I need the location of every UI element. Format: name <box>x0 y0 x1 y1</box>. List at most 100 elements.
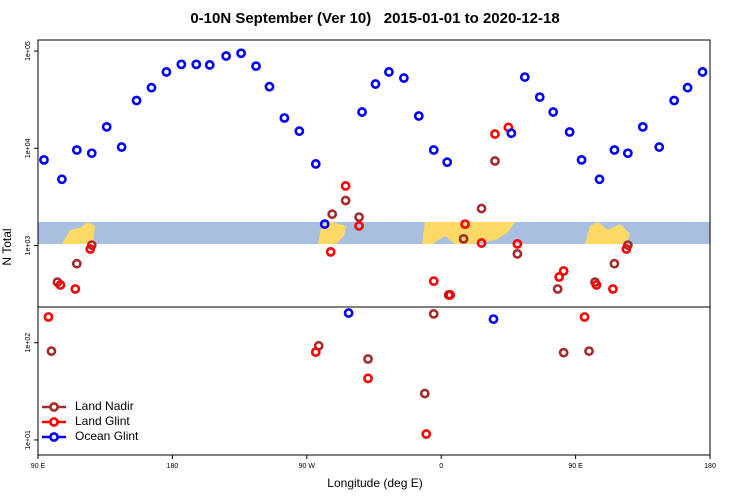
point <box>476 238 487 248</box>
legend-marker <box>49 402 59 412</box>
point <box>428 308 439 319</box>
legend-marker <box>49 432 59 442</box>
point <box>370 79 381 89</box>
point <box>445 290 456 300</box>
point <box>622 148 633 159</box>
legend-label: Land Nadir <box>75 399 134 413</box>
point <box>354 212 364 222</box>
point <box>428 276 439 287</box>
point <box>421 429 432 439</box>
point <box>591 280 602 290</box>
point <box>609 145 620 155</box>
point <box>398 73 409 83</box>
x-tick-label: 90 W <box>299 463 316 470</box>
point <box>354 221 364 231</box>
point <box>191 59 202 70</box>
point <box>512 238 523 249</box>
plot-frame <box>37 39 711 456</box>
point <box>343 308 354 318</box>
point <box>519 72 530 82</box>
point <box>506 128 517 139</box>
point <box>609 258 620 269</box>
point <box>621 244 632 254</box>
point <box>554 272 565 282</box>
point <box>71 258 82 269</box>
map-strip <box>38 222 710 244</box>
x-tick-label: 180 <box>704 463 716 470</box>
point <box>131 95 142 106</box>
point <box>116 142 127 152</box>
point <box>669 95 680 106</box>
point <box>327 209 338 220</box>
point <box>279 113 290 123</box>
point <box>564 127 575 137</box>
point <box>558 347 569 358</box>
legend-label: Ocean Glint <box>75 429 139 443</box>
point <box>697 67 708 77</box>
point <box>310 159 321 169</box>
point <box>146 82 157 93</box>
point <box>682 82 693 93</box>
y-tick-label: 1e+05 <box>25 41 32 61</box>
y-tick-label: 1e+02 <box>25 333 32 353</box>
point <box>221 51 232 61</box>
point <box>476 203 487 214</box>
point <box>552 284 563 294</box>
x-tick-label: 0 <box>439 463 443 470</box>
point <box>357 107 367 117</box>
legend-label: Land Glint <box>75 414 130 428</box>
legend-marker <box>49 417 59 427</box>
point <box>70 284 81 294</box>
point <box>294 126 305 137</box>
x-tick-label: 180 <box>167 463 179 470</box>
point <box>340 181 351 191</box>
point <box>325 246 336 257</box>
point <box>319 219 330 230</box>
point <box>176 59 187 70</box>
point <box>236 48 246 59</box>
y-axis-label: N Total <box>0 228 14 265</box>
point <box>384 67 394 77</box>
point <box>204 60 215 70</box>
point <box>310 347 321 358</box>
point <box>363 373 373 384</box>
point <box>637 121 648 132</box>
point <box>43 312 54 322</box>
point <box>55 280 66 290</box>
point <box>46 346 57 357</box>
point <box>460 219 470 230</box>
point <box>56 174 67 185</box>
point <box>548 107 559 117</box>
point <box>576 154 587 165</box>
point <box>363 354 373 364</box>
point <box>654 142 665 152</box>
point <box>490 129 500 139</box>
chart-title: 0-10N September (Ver 10) 2015-01-01 to 2… <box>190 10 559 27</box>
point <box>428 145 439 155</box>
y-tick-label: 1e+01 <box>25 430 32 450</box>
point <box>488 314 499 324</box>
point <box>71 145 82 155</box>
point <box>579 312 590 322</box>
point <box>442 157 453 168</box>
point <box>161 67 172 77</box>
point <box>594 174 605 185</box>
point <box>101 121 112 132</box>
point <box>458 233 469 244</box>
point <box>490 156 500 166</box>
point <box>264 81 275 92</box>
point <box>85 244 96 254</box>
point <box>419 388 430 399</box>
point <box>512 248 523 259</box>
point <box>413 111 424 121</box>
point <box>534 92 545 103</box>
x-tick-label: 90 E <box>568 463 583 470</box>
point <box>86 148 97 159</box>
point <box>251 61 261 72</box>
y-tick-label: 1e+04 <box>25 138 32 158</box>
point <box>340 195 351 206</box>
point <box>584 346 594 357</box>
x-axis-label: Longitude (deg E) <box>327 476 422 490</box>
point <box>558 266 569 276</box>
